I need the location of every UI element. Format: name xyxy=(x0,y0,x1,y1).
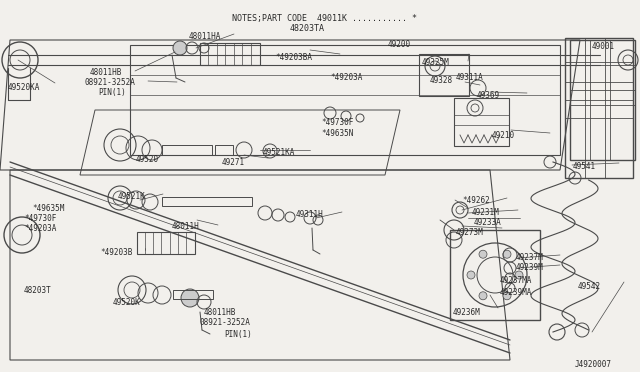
Text: 49001: 49001 xyxy=(592,42,615,51)
Text: 49541: 49541 xyxy=(573,162,596,171)
Text: 08921-3252A: 08921-3252A xyxy=(200,318,251,327)
Bar xyxy=(137,232,195,254)
Text: 49328: 49328 xyxy=(430,76,453,85)
Bar xyxy=(162,145,212,155)
Bar xyxy=(200,43,260,65)
Text: 49520: 49520 xyxy=(136,155,159,164)
Text: 49239M: 49239M xyxy=(516,263,544,272)
Text: PIN(1): PIN(1) xyxy=(224,330,252,339)
Text: PIN(1): PIN(1) xyxy=(98,88,125,97)
Text: *49635N: *49635N xyxy=(321,129,353,138)
Bar xyxy=(570,40,635,160)
Text: 49521K: 49521K xyxy=(118,192,146,201)
Text: 48203TA: 48203TA xyxy=(290,24,325,33)
Text: *49203B: *49203B xyxy=(100,248,132,257)
Text: 49369: 49369 xyxy=(477,91,500,100)
Text: 49521KA: 49521KA xyxy=(263,148,296,157)
Text: 49325M: 49325M xyxy=(422,58,450,67)
Circle shape xyxy=(515,271,523,279)
Text: 48011HB: 48011HB xyxy=(90,68,122,77)
Text: 48203T: 48203T xyxy=(24,286,52,295)
Text: 49520K: 49520K xyxy=(113,298,141,307)
Text: *49262: *49262 xyxy=(462,196,490,205)
Bar xyxy=(419,54,469,96)
Text: *49203A: *49203A xyxy=(24,224,56,233)
Text: 49271: 49271 xyxy=(222,158,245,167)
Circle shape xyxy=(503,292,511,300)
Circle shape xyxy=(173,41,187,55)
Text: NOTES;PART CODE  49011K ........... *: NOTES;PART CODE 49011K ........... * xyxy=(232,14,417,23)
Text: 48011H: 48011H xyxy=(172,222,200,231)
Text: *49635M: *49635M xyxy=(32,204,65,213)
Text: *49203A: *49203A xyxy=(330,73,362,82)
Text: 49311A: 49311A xyxy=(456,73,484,82)
Text: *49730F: *49730F xyxy=(24,214,56,223)
Text: 49520KA: 49520KA xyxy=(8,83,40,92)
Bar xyxy=(565,38,633,178)
Circle shape xyxy=(181,289,199,307)
Circle shape xyxy=(479,292,487,300)
Bar xyxy=(454,98,509,146)
Bar xyxy=(450,230,540,320)
Text: 49237M: 49237M xyxy=(516,253,544,262)
Bar xyxy=(130,45,560,155)
Bar xyxy=(162,197,252,206)
Text: *49203BA: *49203BA xyxy=(275,53,312,62)
Text: 49231M: 49231M xyxy=(472,208,500,217)
Text: 49233A: 49233A xyxy=(474,218,502,227)
Text: 08921-3252A: 08921-3252A xyxy=(84,78,135,87)
Text: *49730F: *49730F xyxy=(321,118,353,127)
Text: 49237MA: 49237MA xyxy=(500,276,532,285)
Text: 49311H: 49311H xyxy=(296,210,324,219)
Text: 49200: 49200 xyxy=(388,40,411,49)
Text: 49273M: 49273M xyxy=(456,228,484,237)
Text: 49210: 49210 xyxy=(492,131,515,140)
Circle shape xyxy=(503,250,511,258)
Bar xyxy=(173,290,213,299)
Text: J4920007: J4920007 xyxy=(575,360,612,369)
Text: 49236M: 49236M xyxy=(453,308,481,317)
Text: 49239MA: 49239MA xyxy=(500,288,532,297)
Bar xyxy=(215,145,233,155)
Circle shape xyxy=(479,250,487,258)
Circle shape xyxy=(467,271,475,279)
Text: 48011HA: 48011HA xyxy=(189,32,221,41)
Text: 49542: 49542 xyxy=(578,282,601,291)
Text: 48011HB: 48011HB xyxy=(204,308,236,317)
